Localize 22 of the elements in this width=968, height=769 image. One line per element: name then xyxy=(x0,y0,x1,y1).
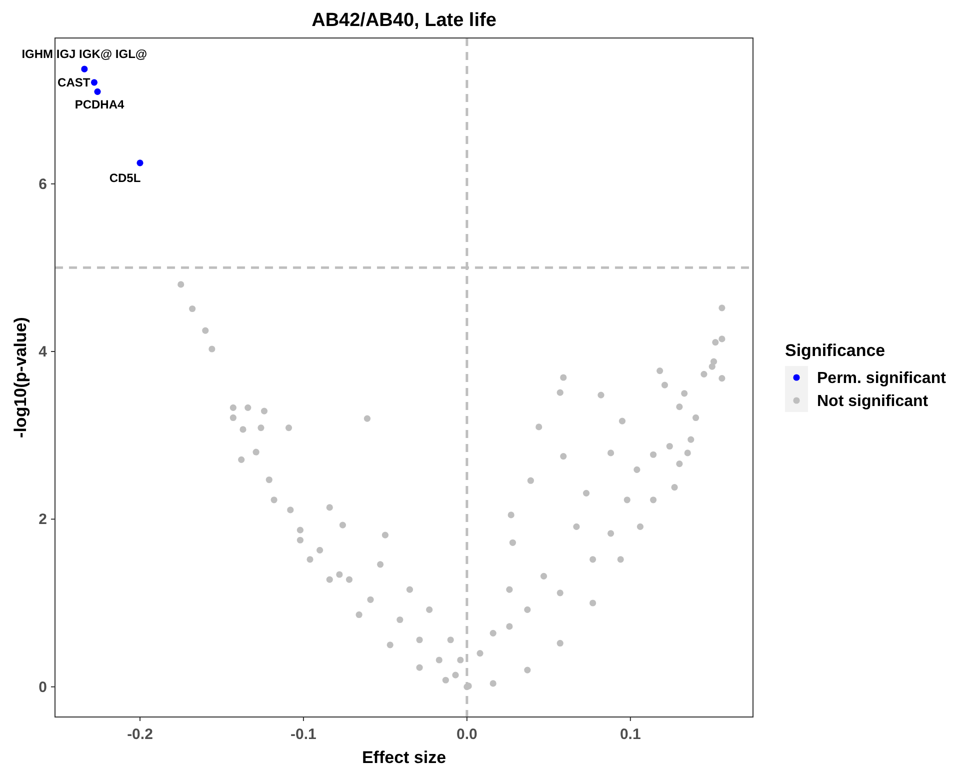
x-tick-label: 0.1 xyxy=(620,726,641,743)
x-tick-label: 0.0 xyxy=(456,726,478,743)
annotation: CD5L xyxy=(109,170,141,185)
legend-label: Not significant xyxy=(817,393,929,410)
annotation: IGHM IGJ IGK@ IGL@ xyxy=(22,47,148,62)
point xyxy=(136,160,144,166)
y-tick-label: 0 xyxy=(38,678,47,696)
point xyxy=(94,88,101,95)
x-tick-label: -0.2 xyxy=(127,726,153,743)
x-tick-label: -0.1 xyxy=(290,726,316,743)
point xyxy=(90,79,98,86)
y-axis-title: -log10(p-value) xyxy=(11,317,30,438)
y-tick-label: 2 xyxy=(38,511,47,528)
point xyxy=(81,66,88,72)
legend-label: Perm. significant xyxy=(817,370,947,387)
chart-title: AB42/AB40, Late life xyxy=(312,10,496,31)
annotation: PCDHA4 xyxy=(74,98,124,112)
x-axis-title: Effect size xyxy=(362,748,446,767)
annotation: CAST xyxy=(58,75,91,90)
legend-title: Significance xyxy=(785,341,886,360)
y-tick-label: 4 xyxy=(38,344,48,361)
y-tick-label: 6 xyxy=(38,176,47,193)
